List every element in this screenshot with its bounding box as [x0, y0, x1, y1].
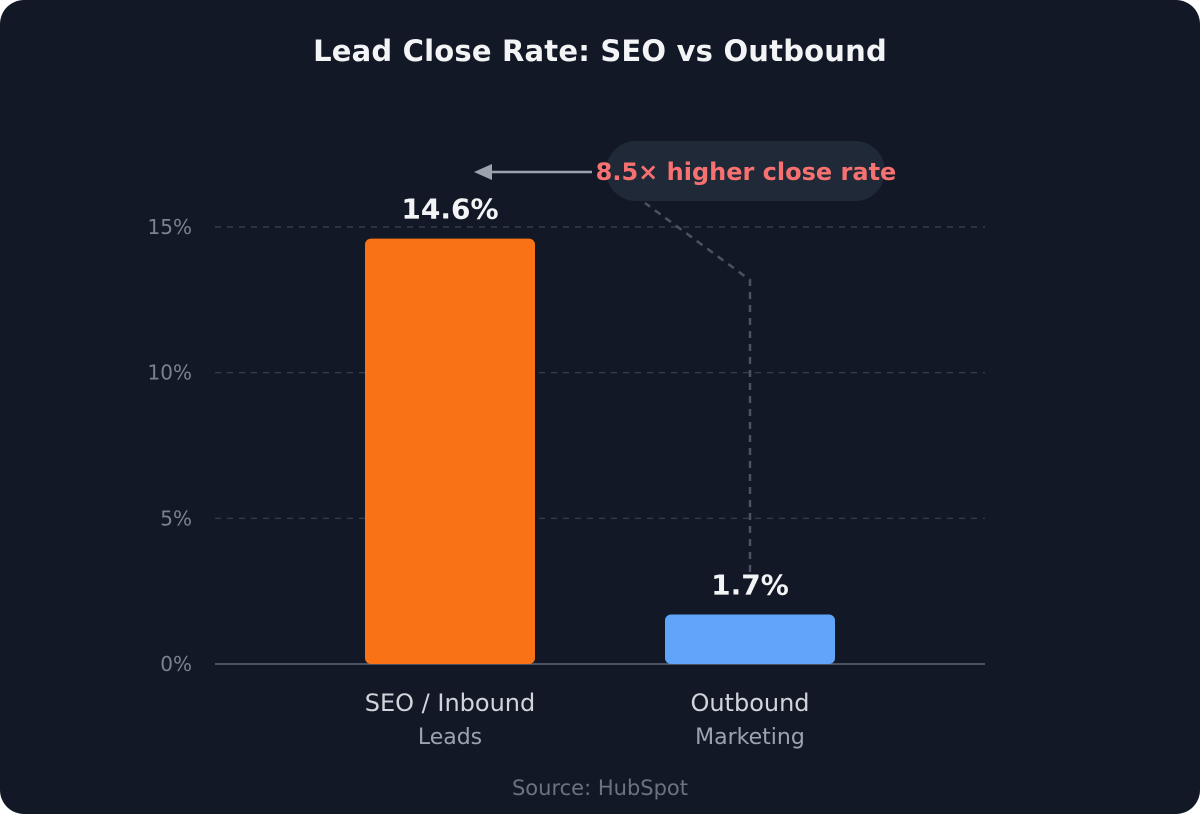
arrow-left-icon: [474, 164, 492, 180]
bar: [665, 614, 835, 664]
bar: [365, 238, 535, 665]
chart-title: Lead Close Rate: SEO vs Outbound: [313, 34, 887, 68]
y-tick-label: 5%: [160, 506, 192, 530]
y-tick-label: 10%: [148, 361, 192, 385]
y-tick-label: 15%: [148, 215, 192, 239]
x-tick-label: Outbound: [690, 689, 809, 717]
source-note: Source: HubSpot: [511, 776, 689, 800]
annotation-text: 8.5× higher close rate: [596, 158, 897, 186]
x-tick-label-secondary: Marketing: [695, 725, 805, 750]
x-tick-label-secondary: Leads: [418, 725, 482, 750]
annotation-connector: [644, 201, 752, 572]
annotation-callout: [606, 141, 885, 201]
bar-value-label: 1.7%: [711, 568, 789, 601]
x-tick-label: SEO / Inbound: [365, 689, 536, 717]
bar-value-label: 14.6%: [401, 193, 498, 226]
y-tick-label: 0%: [160, 652, 192, 676]
